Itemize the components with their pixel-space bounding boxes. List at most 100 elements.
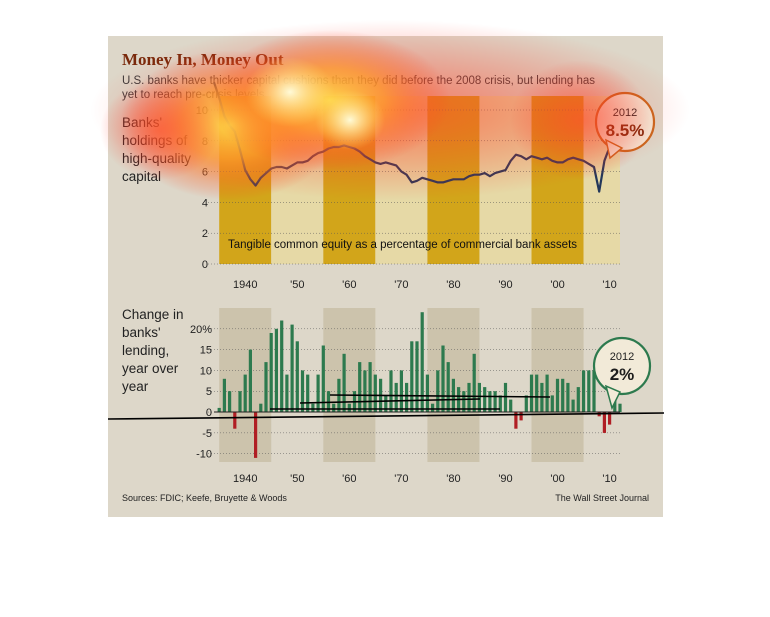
lending-bar	[342, 353, 346, 413]
lending-bar	[233, 412, 237, 429]
lending-bar	[503, 382, 508, 412]
lending-bar	[316, 374, 320, 413]
lending-bar	[529, 374, 534, 413]
lending-bar	[431, 403, 435, 412]
lending-bar	[368, 362, 372, 412]
scribble-stroke	[329, 394, 551, 398]
lending-bar	[425, 374, 429, 413]
top-panel: 0 2 4 6 8 10 1940 '50 '60 '70 '80 '90 '00 '10 Tangible…	[196, 81, 656, 291]
lending-bar	[274, 328, 278, 412]
lending-bar	[321, 345, 325, 413]
lending-bar	[446, 362, 450, 412]
lending-bar	[441, 345, 445, 413]
lending-bar	[602, 412, 606, 433]
lending-bar	[561, 378, 565, 413]
sources-note: Sources: FDIC; Keefe, Bruyette & Woods	[122, 493, 287, 503]
x-tick-label: '60	[342, 473, 356, 485]
y-tick-label: 2	[202, 228, 208, 240]
y-tick-label: -5	[202, 428, 212, 440]
callout-year: 2012	[613, 107, 637, 119]
lending-bar	[467, 382, 471, 412]
lending-bar	[608, 412, 612, 425]
lending-bar	[269, 333, 273, 413]
lending-bar	[592, 370, 596, 412]
lending-bar	[555, 378, 560, 413]
x-tick-label: 1940	[233, 279, 257, 291]
lending-bar	[285, 374, 289, 413]
lending-bar	[222, 378, 226, 413]
lending-bar	[347, 403, 351, 412]
lending-bar	[472, 353, 476, 413]
scribble-stroke	[299, 398, 481, 404]
y-tick-label: 0	[202, 259, 208, 271]
y-tick-label: 4	[202, 197, 208, 209]
lending-bar	[498, 395, 502, 412]
lending-bar	[519, 412, 523, 421]
lending-bar	[545, 374, 549, 413]
bottom-panel: 20% 15 10 5 0 -5 -10 1940 '50 '60 '70 '80 '90 '00 '10 2…	[190, 308, 652, 485]
y-tick-label: 10	[200, 365, 212, 377]
lending-bar	[582, 370, 586, 412]
callout-year: 2012	[610, 351, 634, 363]
lending-bar	[477, 382, 481, 412]
lending-bar	[384, 395, 388, 412]
lending-bar	[295, 341, 299, 413]
x-tick-label: '80	[446, 473, 460, 485]
lending-bar	[389, 370, 393, 412]
lending-bar	[290, 324, 294, 412]
decade-band	[323, 308, 376, 462]
lending-bar	[410, 341, 414, 413]
x-tick-label: '80	[446, 279, 460, 291]
lending-bar	[243, 374, 247, 413]
x-tick-label: '50	[290, 279, 304, 291]
lending-bar	[358, 362, 362, 412]
lending-bar	[306, 374, 310, 413]
y-tick-label: 5	[206, 386, 212, 398]
x-tick-label: '10	[602, 473, 616, 485]
scribble-stroke	[107, 412, 665, 420]
lending-bar	[264, 362, 268, 412]
area-annotation: Tangible common equity as a percentage o…	[228, 239, 577, 251]
lending-bar	[462, 391, 466, 412]
y-tick-label: 6	[202, 167, 208, 179]
lending-bar	[217, 407, 221, 413]
callout-value: 8.5%	[606, 121, 645, 140]
lending-bar	[488, 391, 492, 412]
lending-bar	[420, 312, 424, 413]
lending-bar	[415, 341, 419, 413]
lending-bar	[280, 320, 284, 413]
x-tick-label: '00	[550, 473, 564, 485]
lending-bar	[550, 395, 554, 412]
y-tick-label: -10	[196, 449, 212, 461]
lending-bar	[311, 403, 315, 412]
x-tick-label: '90	[498, 279, 512, 291]
x-tick-label: '70	[394, 473, 408, 485]
x-tick-label: 1940	[233, 473, 257, 485]
x-tick-label: '10	[602, 279, 616, 291]
lending-bar	[363, 370, 367, 412]
y-tick-label: 10	[196, 105, 208, 117]
y-tick-label: 8	[202, 136, 208, 148]
lending-bar	[405, 382, 409, 412]
lending-bar	[259, 403, 263, 412]
lending-bar	[509, 399, 513, 413]
lending-bar	[228, 391, 232, 412]
x-tick-label: '50	[290, 473, 304, 485]
x-tick-label: '70	[394, 279, 408, 291]
lending-bar	[248, 349, 252, 412]
callout-circle	[592, 336, 652, 396]
lending-bar	[300, 370, 305, 412]
lending-bar	[524, 395, 528, 412]
lending-bar	[399, 370, 403, 412]
credit-line: The Wall Street Journal	[555, 493, 649, 503]
y-tick-label: 15	[200, 345, 212, 357]
y-tick-label: 0	[206, 407, 212, 419]
lending-bar	[254, 412, 258, 458]
lending-bar	[373, 374, 377, 413]
lending-bar	[332, 403, 336, 412]
callout-value: 2%	[610, 365, 635, 384]
lending-bar	[493, 391, 497, 412]
lending-bar	[483, 387, 487, 413]
x-tick-label: '60	[342, 279, 356, 291]
